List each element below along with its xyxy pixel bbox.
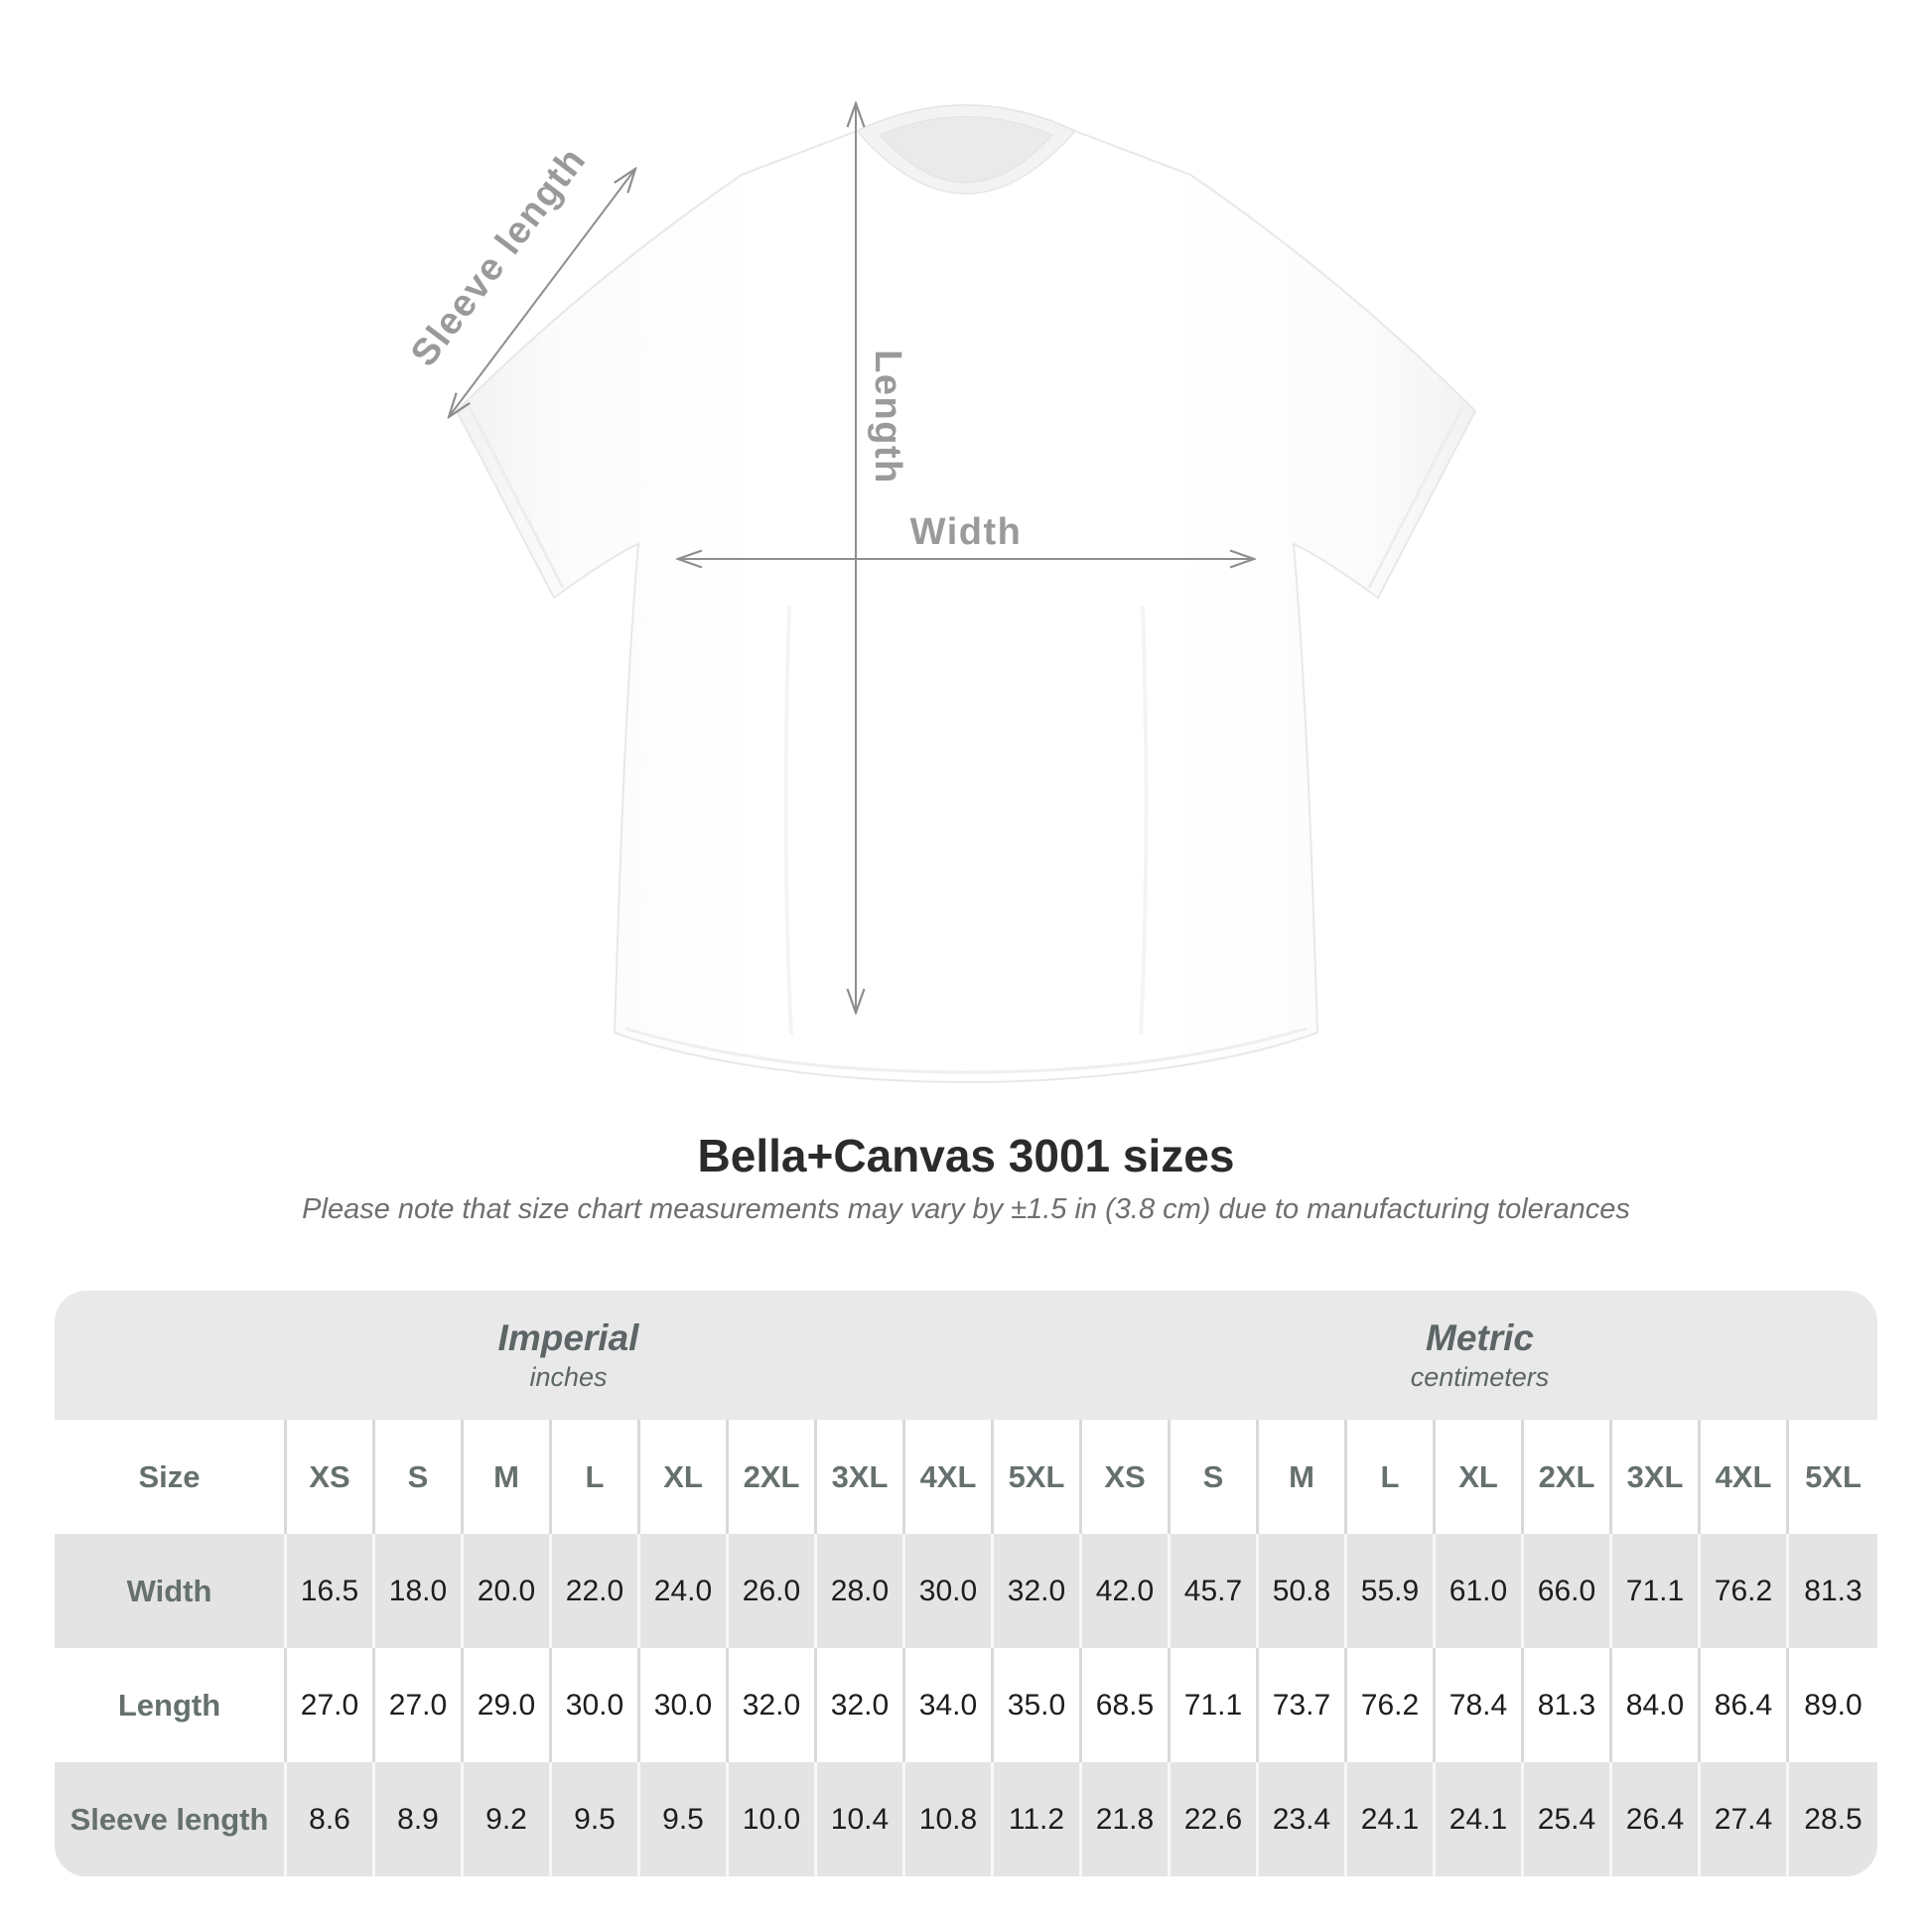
size-col-header: M xyxy=(464,1420,552,1534)
metric-group-label: Metric xyxy=(1426,1317,1534,1358)
measurement-cell: 86.4 xyxy=(1701,1648,1789,1762)
size-col-header: 5XL xyxy=(994,1420,1082,1534)
body-crease xyxy=(1139,605,1149,1035)
row-label-width: Width xyxy=(55,1534,287,1648)
measurement-cell: 9.5 xyxy=(552,1762,640,1876)
measurement-cell: 11.2 xyxy=(994,1762,1082,1876)
size-col-header: 5XL xyxy=(1789,1420,1877,1534)
size-col-header: S xyxy=(1171,1420,1259,1534)
measurement-cell: 81.3 xyxy=(1789,1534,1877,1648)
width-label: Width xyxy=(910,511,1023,553)
measurement-cell: 89.0 xyxy=(1789,1648,1877,1762)
body-crease xyxy=(783,605,793,1035)
size-col-header: XS xyxy=(287,1420,375,1534)
imperial-group-unit: inches xyxy=(529,1362,608,1392)
measurement-cell: 20.0 xyxy=(464,1534,552,1648)
measurement-cell: 16.5 xyxy=(287,1534,375,1648)
measurement-cell: 61.0 xyxy=(1436,1534,1524,1648)
measurement-cell: 21.8 xyxy=(1082,1762,1171,1876)
size-col-header: 2XL xyxy=(1524,1420,1612,1534)
measurement-cell: 30.0 xyxy=(905,1534,994,1648)
measurement-cell: 26.0 xyxy=(729,1534,817,1648)
size-col-header: 3XL xyxy=(1612,1420,1701,1534)
size-col-header: L xyxy=(1347,1420,1436,1534)
measurement-cell: 42.0 xyxy=(1082,1534,1171,1648)
measurement-cell: 9.2 xyxy=(464,1762,552,1876)
size-col-header: M xyxy=(1259,1420,1347,1534)
measurement-cell: 27.0 xyxy=(375,1648,464,1762)
measurement-cell: 8.6 xyxy=(287,1762,375,1876)
sleeve-length-arrow xyxy=(449,169,635,417)
measurement-cell: 76.2 xyxy=(1701,1534,1789,1648)
metric-group-unit: centimeters xyxy=(1410,1362,1550,1392)
imperial-group-label: Imperial xyxy=(497,1317,639,1358)
measurement-cell: 25.4 xyxy=(1524,1762,1612,1876)
hem-stitch xyxy=(624,1027,1308,1074)
measurement-cell: 50.8 xyxy=(1259,1534,1347,1648)
measurement-cell: 24.1 xyxy=(1347,1762,1436,1876)
measurement-cell: 22.6 xyxy=(1171,1762,1259,1876)
measurement-cell: 29.0 xyxy=(464,1648,552,1762)
measurement-cell: 30.0 xyxy=(640,1648,729,1762)
measurement-cell: 34.0 xyxy=(905,1648,994,1762)
measurement-cell: 71.1 xyxy=(1612,1534,1701,1648)
metric-group-header: Metric centimeters xyxy=(1082,1291,1877,1420)
imperial-group-header: Imperial inches xyxy=(55,1291,1082,1420)
measurement-cell: 76.2 xyxy=(1347,1648,1436,1762)
page-title: Bella+Canvas 3001 sizes xyxy=(697,1130,1235,1181)
measurement-cell: 28.0 xyxy=(817,1534,905,1648)
size-col-header: S xyxy=(375,1420,464,1534)
measurement-cell: 9.5 xyxy=(640,1762,729,1876)
measurement-cell: 73.7 xyxy=(1259,1648,1347,1762)
measurement-cell: 55.9 xyxy=(1347,1534,1436,1648)
measurement-cell: 27.4 xyxy=(1701,1762,1789,1876)
size-col-header: 2XL xyxy=(729,1420,817,1534)
tshirt-size-diagram: Sleeve length Length Width xyxy=(403,0,1477,1084)
measurement-cell: 24.0 xyxy=(640,1534,729,1648)
size-col-header: XS xyxy=(1082,1420,1171,1534)
measurement-cell: 84.0 xyxy=(1612,1648,1701,1762)
size-col-header: XL xyxy=(1436,1420,1524,1534)
collar-opening xyxy=(879,116,1053,184)
row-label-length: Length xyxy=(55,1648,287,1762)
left-cuff-fold-line xyxy=(468,406,565,589)
size-col-header: 3XL xyxy=(817,1420,905,1534)
size-table-card: Imperial inches Metric centimeters Size … xyxy=(55,1291,1877,1876)
measurement-cell: 23.4 xyxy=(1259,1762,1347,1876)
measurement-cell: 28.5 xyxy=(1789,1762,1877,1876)
measurement-cell: 71.1 xyxy=(1171,1648,1259,1762)
measurement-cell: 27.0 xyxy=(287,1648,375,1762)
measurement-cell: 32.0 xyxy=(994,1534,1082,1648)
measurement-cell: 8.9 xyxy=(375,1762,464,1876)
measurement-cell: 10.0 xyxy=(729,1762,817,1876)
measurement-cell: 45.7 xyxy=(1171,1534,1259,1648)
measurement-cell: 30.0 xyxy=(552,1648,640,1762)
size-col-header: XL xyxy=(640,1420,729,1534)
size-col-header: L xyxy=(552,1420,640,1534)
measurement-cell: 81.3 xyxy=(1524,1648,1612,1762)
measurement-cell: 18.0 xyxy=(375,1534,464,1648)
measurement-cell: 26.4 xyxy=(1612,1762,1701,1876)
measurement-cell: 66.0 xyxy=(1524,1534,1612,1648)
page-subtitle: Please note that size chart measurements… xyxy=(302,1193,1630,1225)
measurement-cell: 24.1 xyxy=(1436,1762,1524,1876)
right-cuff-fold-line xyxy=(1367,406,1464,589)
size-col-header: 4XL xyxy=(1701,1420,1789,1534)
measurement-cell: 32.0 xyxy=(817,1648,905,1762)
size-col-header: 4XL xyxy=(905,1420,994,1534)
measurement-cell: 35.0 xyxy=(994,1648,1082,1762)
tshirt-body xyxy=(455,104,1477,1084)
measurement-cell: 68.5 xyxy=(1082,1648,1171,1762)
size-header-cell: Size xyxy=(55,1420,287,1534)
measurement-cell: 10.4 xyxy=(817,1762,905,1876)
measurement-cell: 10.8 xyxy=(905,1762,994,1876)
measurement-cell: 22.0 xyxy=(552,1534,640,1648)
row-label-sleeve-length: Sleeve length xyxy=(55,1762,287,1876)
measurement-cell: 32.0 xyxy=(729,1648,817,1762)
length-label: Length xyxy=(867,349,908,484)
measurement-cell: 78.4 xyxy=(1436,1648,1524,1762)
